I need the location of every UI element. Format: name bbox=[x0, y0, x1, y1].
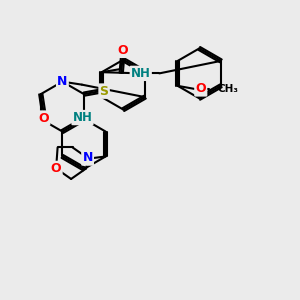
Text: NH: NH bbox=[73, 111, 92, 124]
Text: O: O bbox=[51, 162, 62, 175]
Text: O: O bbox=[38, 112, 49, 124]
Text: S: S bbox=[100, 85, 109, 98]
Text: O: O bbox=[117, 44, 128, 57]
Text: O: O bbox=[196, 82, 206, 95]
Text: CH₃: CH₃ bbox=[218, 84, 239, 94]
Text: NH: NH bbox=[131, 67, 151, 80]
Text: N: N bbox=[82, 152, 93, 164]
Text: N: N bbox=[57, 75, 68, 88]
